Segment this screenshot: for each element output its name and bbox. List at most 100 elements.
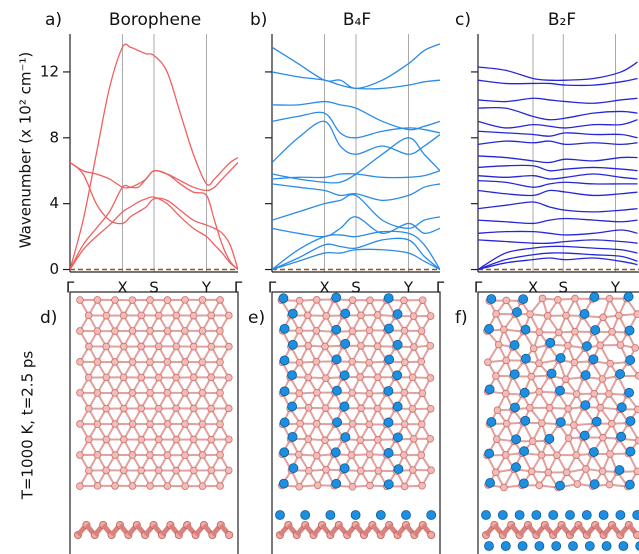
boron-atom — [216, 389, 224, 397]
boron-atom — [605, 294, 614, 303]
boron-atom — [154, 311, 163, 320]
boron-atom — [634, 405, 639, 414]
band-line — [272, 230, 440, 271]
fluorine-atom — [332, 417, 343, 428]
boron-atom — [502, 356, 511, 365]
boron-atom — [535, 481, 544, 490]
fluorine-atom — [598, 510, 609, 520]
boron-atom — [181, 389, 189, 397]
boron-atom — [216, 358, 224, 366]
boron-atom — [356, 436, 365, 444]
band-line — [478, 97, 638, 104]
boron-atom — [348, 327, 357, 335]
fluorine-atom — [632, 510, 639, 520]
boron-atom — [544, 468, 553, 477]
boron-atom — [502, 419, 511, 428]
boron-atom — [216, 420, 224, 428]
fluorine-atom — [521, 353, 531, 364]
x-tick-label: S — [149, 279, 159, 297]
boron-atom — [224, 373, 233, 382]
boron-atom — [348, 420, 357, 428]
boron-atom — [634, 372, 639, 380]
boron-atom — [181, 296, 189, 304]
boron-atom — [502, 389, 510, 398]
boron-atom — [400, 451, 408, 459]
panel-frame — [477, 291, 639, 554]
boron-atom — [562, 311, 570, 320]
boron-atom — [605, 390, 613, 398]
boron-atom — [198, 451, 207, 459]
band-line — [478, 229, 638, 236]
boron-atom — [312, 420, 321, 428]
boron-atom — [84, 435, 93, 444]
boron-atom — [312, 451, 321, 460]
boron-atom — [181, 420, 189, 428]
boron-atom — [555, 328, 563, 337]
fluorine-atom — [509, 340, 520, 350]
boron-atom — [76, 451, 84, 459]
fluorine-atom — [511, 462, 521, 473]
boron-atom — [312, 295, 321, 304]
boron-atom — [571, 294, 579, 303]
boron-atom — [216, 296, 224, 304]
fluorine-atom — [581, 510, 592, 520]
boron-atom — [163, 327, 172, 335]
x-tick-label: X — [528, 279, 538, 297]
fluorine-atom — [330, 447, 341, 458]
boron-atom — [400, 358, 409, 367]
band-line — [478, 173, 638, 180]
boron-atom — [348, 358, 356, 366]
x-tick-label: Γ — [474, 279, 483, 297]
fluorine-atom — [393, 464, 404, 474]
boron-atom — [93, 482, 102, 490]
boron-atom — [492, 435, 501, 443]
boron-atom — [631, 344, 639, 352]
boron-atom — [111, 358, 119, 366]
fluorine-atom — [279, 447, 290, 458]
boron-atom — [216, 327, 224, 335]
panel-frame — [69, 291, 239, 554]
boron-atom — [224, 404, 233, 413]
fluorine-atom — [519, 387, 530, 398]
boron-atom — [571, 327, 579, 336]
band-line — [478, 155, 638, 164]
x-tick-label: Γ — [66, 279, 75, 297]
boron-atom — [410, 343, 418, 351]
fluorine-atom — [375, 510, 386, 520]
fluorine-atom — [279, 355, 290, 366]
boron-atom — [295, 296, 304, 305]
boron-atom — [492, 372, 500, 380]
boron-atom — [181, 451, 189, 459]
fluorine-atom — [625, 355, 636, 365]
boron-atom — [634, 436, 639, 445]
boron-atom — [484, 358, 492, 366]
boron-atom — [427, 531, 436, 540]
fluorine-atom — [616, 402, 627, 413]
band-line — [272, 248, 440, 271]
boron-atom — [418, 296, 427, 304]
boron-atom — [590, 389, 598, 398]
boron-atom — [409, 435, 418, 443]
boron-atom — [296, 419, 304, 428]
fluorine-atom — [392, 339, 403, 350]
band-line — [478, 61, 638, 82]
panel-label: c) — [455, 10, 471, 30]
boron-atom — [181, 358, 189, 366]
boron-atom — [348, 296, 357, 304]
x-tick-label: Y — [610, 279, 621, 297]
fluorine-atom — [383, 386, 394, 396]
boron-atom — [426, 341, 435, 350]
band-line — [478, 245, 638, 271]
boron-atom — [154, 342, 163, 351]
fluorine-atom — [339, 370, 350, 381]
boron-atom — [76, 420, 84, 428]
fluorine-atom — [383, 293, 394, 304]
boron-atom — [198, 358, 207, 366]
boron-atom — [543, 312, 552, 320]
boron-atom — [172, 311, 181, 320]
boron-atom — [321, 404, 330, 412]
boron-atom — [224, 311, 233, 320]
fluorine-atom — [517, 541, 528, 551]
boron-atom — [598, 375, 607, 383]
